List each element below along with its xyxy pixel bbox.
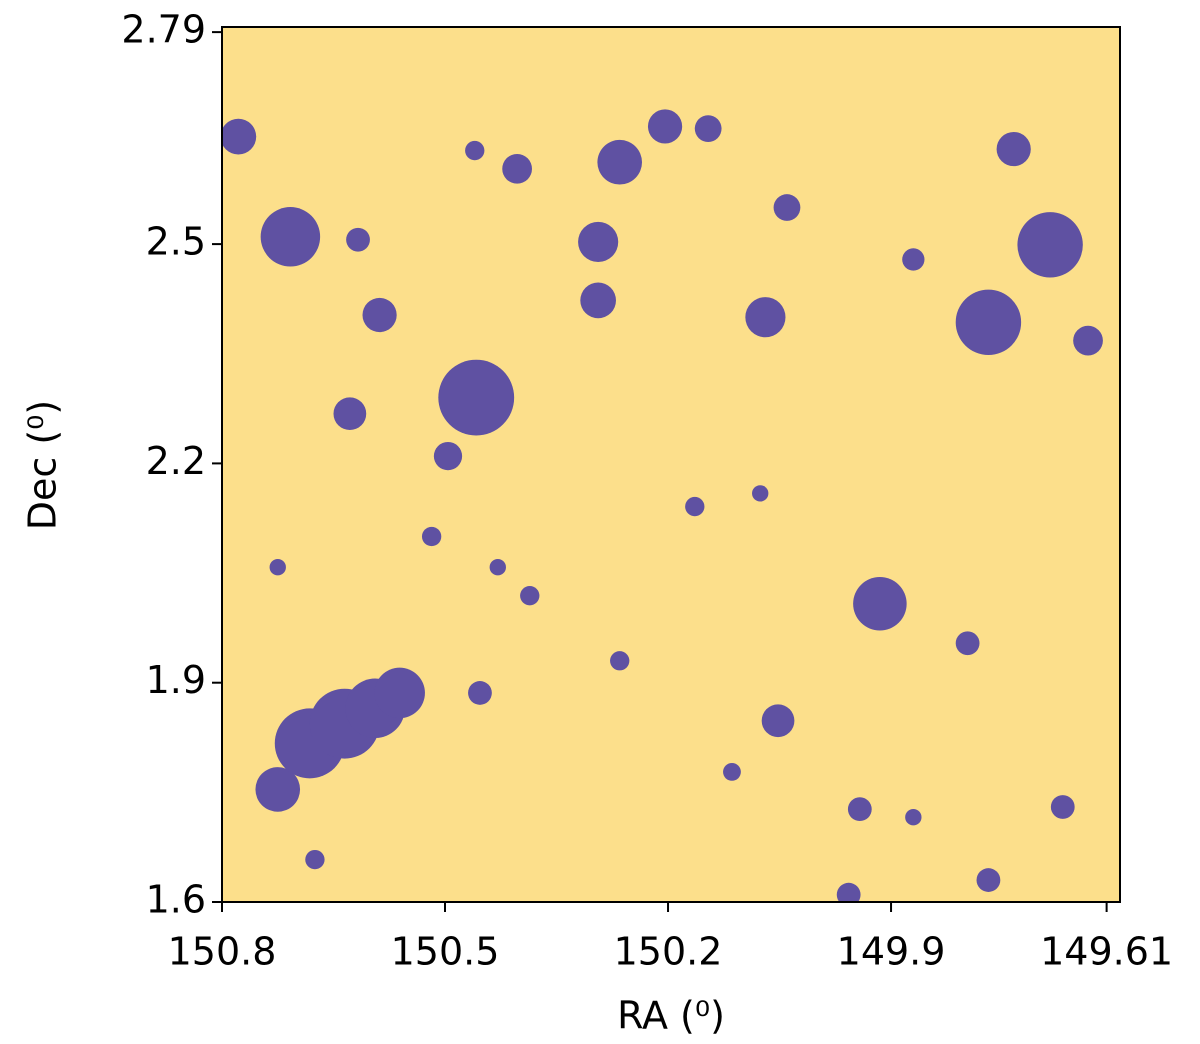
y-axis-label: Dec (⁰) bbox=[21, 400, 65, 531]
x-tick-label: 149.61 bbox=[1040, 930, 1173, 974]
mask-hole bbox=[836, 882, 861, 902]
mask-hole bbox=[745, 297, 786, 338]
mask-hole bbox=[752, 485, 769, 502]
mask-hole bbox=[465, 140, 485, 161]
mask-hole bbox=[853, 576, 907, 631]
plot-background bbox=[222, 27, 1120, 902]
x-tick-label: 150.8 bbox=[168, 930, 277, 974]
mask-hole bbox=[580, 282, 616, 319]
mask-hole bbox=[610, 651, 630, 671]
mask-hole bbox=[955, 289, 1022, 356]
mask-hole bbox=[996, 131, 1031, 167]
mask-hole bbox=[647, 109, 683, 144]
mask-hole bbox=[269, 559, 286, 576]
x-axis-label: RA (⁰) bbox=[617, 994, 725, 1038]
mask-hole bbox=[468, 681, 492, 705]
mask-hole bbox=[438, 359, 515, 436]
mask-hole bbox=[773, 194, 801, 221]
mask-hole bbox=[723, 762, 741, 781]
y-tick-label: 2.2 bbox=[146, 439, 206, 483]
mask-hole bbox=[502, 153, 532, 184]
mask-hole bbox=[1017, 212, 1083, 278]
mask-hole bbox=[305, 849, 325, 870]
mask-hole bbox=[1050, 795, 1075, 819]
y-tick-label: 1.9 bbox=[146, 658, 206, 702]
mask-hole bbox=[761, 704, 795, 738]
mask-hole bbox=[976, 868, 1001, 892]
x-tick-label: 150.5 bbox=[391, 930, 500, 974]
mask-hole bbox=[222, 118, 257, 155]
mask-hole bbox=[694, 115, 722, 142]
mask-hole bbox=[1073, 325, 1103, 356]
mask-hole bbox=[905, 809, 922, 826]
mask-hole bbox=[433, 441, 463, 471]
x-tick-label: 149.9 bbox=[837, 930, 946, 974]
mask-hole bbox=[255, 767, 301, 812]
mask-hole bbox=[902, 248, 925, 271]
mask-hole bbox=[489, 559, 506, 576]
mask-hole bbox=[578, 221, 619, 262]
y-tick-label: 1.6 bbox=[146, 878, 206, 922]
mask-hole bbox=[685, 496, 705, 517]
mask-hole bbox=[520, 586, 540, 606]
y-tick-label: 2.79 bbox=[121, 8, 206, 52]
mask-hole bbox=[421, 526, 442, 547]
mask-holes bbox=[222, 109, 1103, 902]
mask-hole bbox=[847, 797, 872, 822]
plot-frame bbox=[221, 26, 1121, 903]
mask-hole bbox=[374, 667, 425, 719]
x-tick-label: 150.2 bbox=[614, 930, 723, 974]
mask-hole bbox=[597, 139, 643, 185]
mask-hole bbox=[260, 207, 321, 267]
y-tick-label: 2.5 bbox=[146, 220, 206, 264]
mask-hole bbox=[362, 297, 397, 333]
mask-hole bbox=[333, 397, 367, 431]
mask-hole bbox=[955, 631, 980, 656]
mask-hole bbox=[346, 227, 370, 252]
